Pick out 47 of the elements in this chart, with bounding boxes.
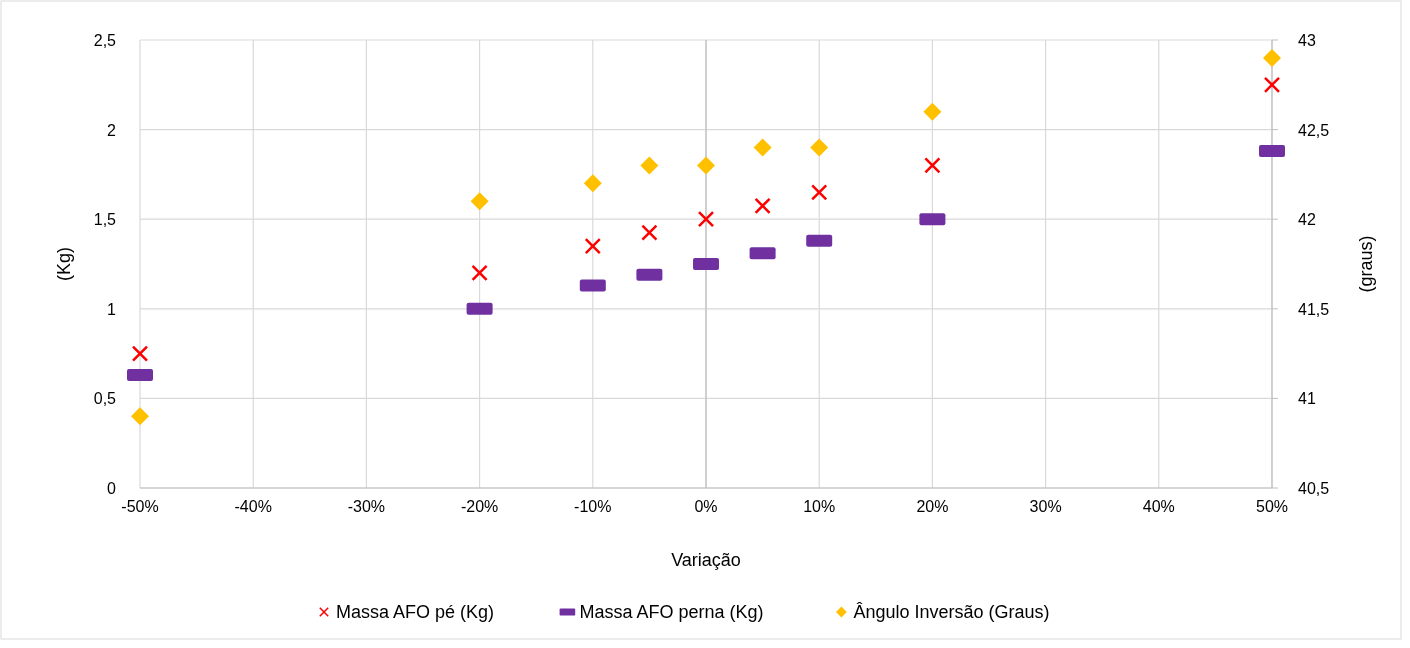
x-tick-label: -20% — [460, 498, 499, 515]
x-tick-label: 30% — [1029, 498, 1062, 515]
point — [753, 138, 772, 157]
y2-tick-label: 40,5 — [1298, 480, 1330, 497]
x-tick-label: -40% — [234, 498, 272, 515]
point — [697, 210, 715, 228]
y2-tick-label: 41,5 — [1298, 300, 1330, 318]
point — [1263, 76, 1281, 94]
y2-tick-label: 42 — [1298, 211, 1316, 229]
point — [131, 345, 149, 362]
x-tick-label: 0% — [694, 498, 718, 515]
y2-axis-title: (graus) — [1356, 235, 1376, 293]
y-tick-label: 2,5 — [93, 32, 117, 49]
x-tick-label: 40% — [1142, 498, 1175, 515]
point — [810, 184, 828, 201]
x-tick-label: 50% — [1255, 498, 1289, 515]
y2-tick-label: 41 — [1298, 390, 1316, 408]
point — [471, 264, 488, 282]
x-tick-label: 10% — [803, 498, 836, 515]
legend-label: Massa AFO perna (Kg) — [579, 602, 764, 622]
x-tick-label: -30% — [347, 498, 386, 515]
legend-label: Ângulo Inversão (Graus) — [853, 602, 1050, 622]
point — [697, 156, 715, 175]
point — [131, 407, 149, 426]
y-tick-label: 1,5 — [93, 211, 117, 229]
point — [470, 192, 489, 211]
x-tick-label: -10% — [574, 498, 612, 515]
y2-tick-label: 42,5 — [1298, 121, 1330, 139]
y-tick-label: 2 — [107, 121, 117, 139]
y-tick-label: 0 — [107, 480, 117, 497]
point — [1263, 48, 1281, 67]
point — [924, 157, 941, 174]
x-tick-label: -50% — [121, 498, 159, 515]
y-tick-label: 0,5 — [93, 390, 117, 408]
point — [640, 156, 659, 175]
point — [641, 224, 658, 241]
x-axis-title: Variação — [671, 550, 741, 570]
point — [810, 138, 829, 157]
y-tick-label: 1 — [107, 300, 117, 318]
y2-tick-label: 43 — [1298, 32, 1316, 49]
point — [584, 237, 602, 255]
legend-label: Massa AFO pé (Kg) — [336, 602, 495, 622]
point — [583, 174, 602, 193]
y-axis-title: (Kg) — [54, 246, 74, 282]
point — [923, 102, 942, 121]
point — [754, 197, 771, 215]
x-tick-label: 20% — [916, 498, 949, 515]
